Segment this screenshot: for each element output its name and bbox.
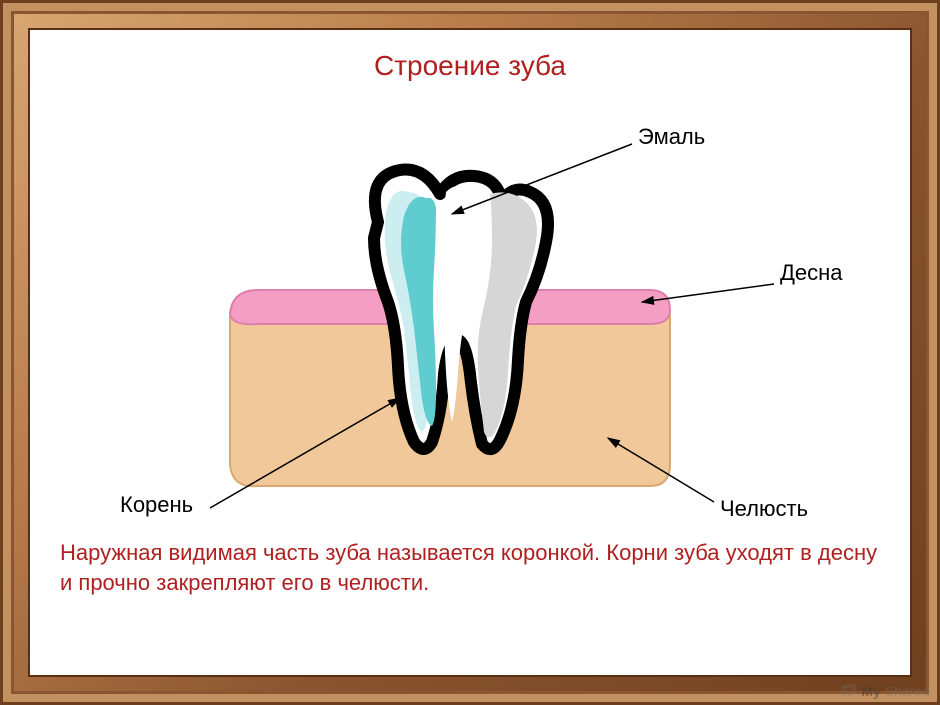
diagram-caption: Наружная видимая часть зуба называется к… <box>60 538 880 597</box>
tooth-diagram-svg <box>60 92 880 532</box>
label-enamel: Эмаль <box>638 124 705 150</box>
diagram-title: Строение зуба <box>60 50 880 82</box>
watermark-prefix: My <box>861 683 880 699</box>
label-jaw: Челюсть <box>720 496 808 522</box>
label-root: Корень <box>120 492 193 518</box>
picture-frame: Строение зуба <box>0 0 940 705</box>
watermark-icon <box>841 684 857 698</box>
diagram-area: Эмаль Десна Челюсть Корень <box>60 92 880 532</box>
label-gum: Десна <box>780 260 843 286</box>
watermark: My Shared <box>841 683 930 699</box>
content-panel: Строение зуба <box>28 28 912 677</box>
watermark-rest: Shared <box>885 683 930 699</box>
